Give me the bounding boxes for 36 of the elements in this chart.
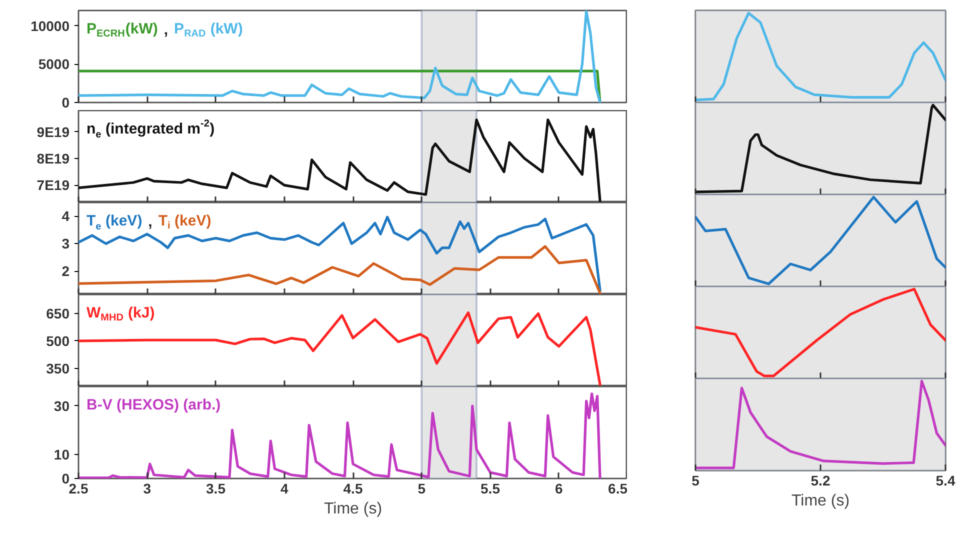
y-tick-label: 3	[62, 236, 70, 252]
line-series	[78, 216, 602, 292]
y-tick-label: 0	[62, 94, 70, 110]
x-tick-label: 3	[143, 480, 152, 496]
y-tick-label: 5000	[38, 56, 70, 72]
line-series	[78, 10, 602, 102]
x-tick-label: 4.5	[343, 480, 363, 496]
x-tick-label: 5.5	[480, 480, 500, 496]
series-label: B-V (HEXOS) (arb.)	[86, 396, 221, 414]
annotation: ,	[148, 213, 152, 230]
x-tick-label: 3.5	[206, 480, 226, 496]
y-tick-label: 10	[54, 446, 70, 462]
x-tick-label: 6	[554, 480, 563, 496]
x-tick-label: 4	[280, 480, 288, 496]
y-tick-label: 2	[62, 263, 70, 280]
x-tick-label: 5.2	[810, 472, 830, 488]
y-tick-label: 30	[54, 398, 70, 414]
y-tick-label: 0	[62, 470, 70, 486]
x-tick-label: 2.5	[68, 480, 88, 496]
x-axis-title: Time (s)	[324, 500, 382, 518]
annotation: ,	[164, 21, 168, 38]
y-tick-label: 4	[62, 208, 70, 224]
x-tick-label: 5	[692, 472, 700, 488]
line-series	[78, 245, 602, 294]
y-tick-label: 650	[46, 306, 70, 322]
x-tick-label: 5.4	[936, 472, 956, 488]
x-tick-label: 5	[418, 480, 426, 496]
y-tick-label: 9E19	[36, 124, 70, 140]
y-tick-label: 7E19	[36, 177, 70, 194]
y-tick-label: 500	[46, 332, 70, 349]
y-tick-label: 8E19	[36, 150, 70, 166]
x-tick-label: 6.5	[608, 480, 628, 496]
y-tick-label: 350	[46, 360, 70, 376]
line-series	[78, 392, 602, 478]
y-tick-label: 10000	[30, 18, 70, 34]
x-axis-title: Time (s)	[791, 492, 850, 510]
